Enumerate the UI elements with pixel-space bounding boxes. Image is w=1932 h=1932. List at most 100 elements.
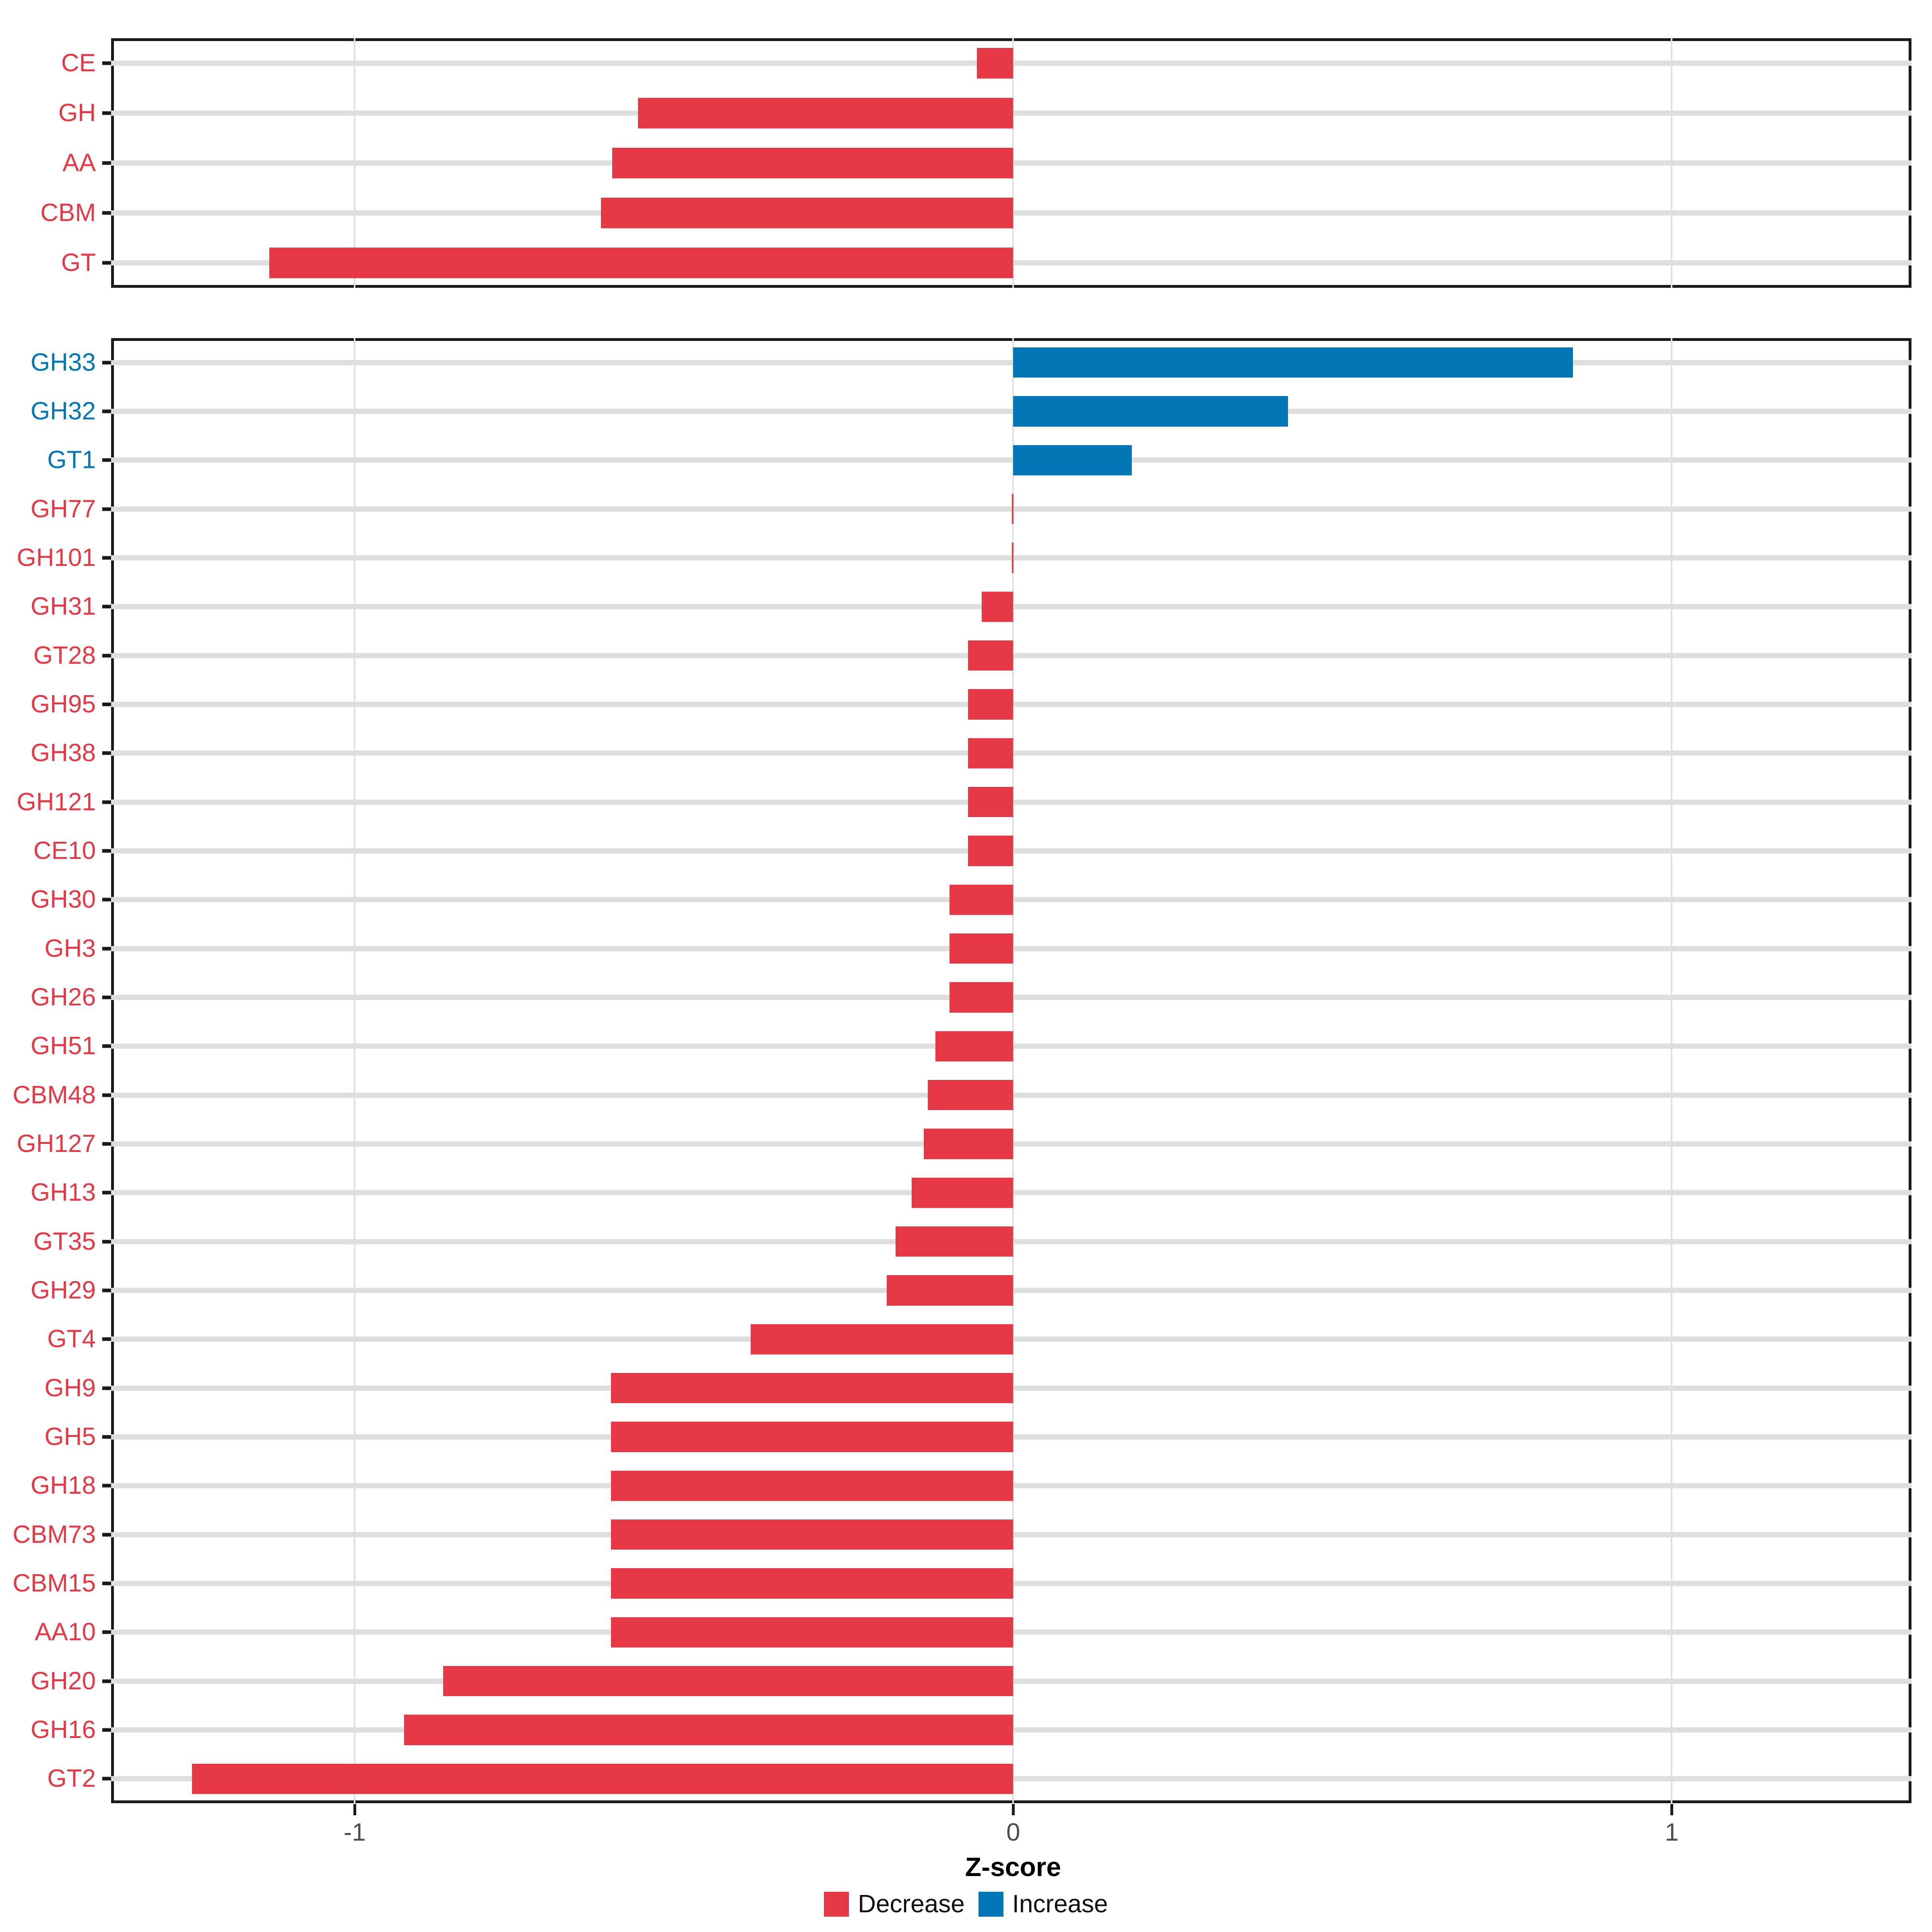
bar-CBM48: [927, 1080, 1013, 1110]
y-axis-label-GT: GT: [61, 249, 96, 277]
bar-GH20: [443, 1666, 1013, 1697]
horizontal-gridline: [111, 457, 1911, 463]
bar-CE10: [968, 836, 1013, 866]
bar-GH127: [923, 1129, 1013, 1159]
bar-AA10: [611, 1617, 1013, 1647]
panel-bottom-frame: [111, 338, 1911, 1803]
y-tick-CBM73: [102, 1533, 111, 1537]
bar-GT: [269, 247, 1013, 279]
bar-GH13: [912, 1177, 1013, 1208]
bar-GH95: [968, 689, 1013, 720]
y-axis-label-GH30: GH30: [31, 886, 96, 914]
horizontal-gridline: [111, 555, 1911, 561]
y-axis-label-GH18: GH18: [31, 1472, 96, 1500]
y-tick-GH121: [102, 800, 111, 804]
y-tick-GH32: [102, 409, 111, 413]
y-tick-GH18: [102, 1484, 111, 1488]
bar-GH29: [887, 1275, 1013, 1306]
cazyme-class-panel: [111, 38, 1911, 288]
y-axis-label-GH16: GH16: [31, 1716, 96, 1744]
y-axis-label-GT4: GT4: [47, 1325, 96, 1353]
bar-GT35: [895, 1226, 1013, 1257]
y-axis-label-AA10: AA10: [35, 1618, 96, 1646]
y-axis-label-GH101: GH101: [17, 544, 96, 572]
bar-GH18: [611, 1470, 1013, 1501]
bar-GH121: [968, 787, 1013, 817]
bar-GH101: [1012, 543, 1014, 573]
y-tick-GH26: [102, 995, 111, 999]
x-tick--1: [353, 1804, 357, 1815]
y-axis-label-CE10: CE10: [33, 837, 96, 865]
y-tick-GH5: [102, 1435, 111, 1439]
y-tick-CBM: [102, 211, 111, 215]
bar-GH32: [1013, 396, 1288, 427]
y-tick-GH30: [102, 898, 111, 902]
y-axis-label-GH95: GH95: [31, 690, 96, 718]
y-axis-label-CBM15: CBM15: [12, 1569, 96, 1597]
y-tick-CBM15: [102, 1581, 111, 1585]
bar-GH38: [968, 738, 1013, 768]
y-axis-label-GH3: GH3: [44, 934, 96, 962]
bar-GH: [638, 97, 1013, 129]
y-axis-label-GH26: GH26: [31, 983, 96, 1011]
vertical-gridline-0: [1012, 338, 1014, 1803]
y-axis-label-GH51: GH51: [31, 1032, 96, 1060]
bar-GH33: [1013, 347, 1573, 378]
y-tick-AA10: [102, 1630, 111, 1634]
y-axis-label-GH32: GH32: [31, 397, 96, 425]
y-tick-CBM48: [102, 1093, 111, 1097]
y-tick-GT35: [102, 1240, 111, 1244]
y-tick-GH29: [102, 1288, 111, 1292]
horizontal-gridline: [111, 360, 1911, 365]
y-axis-label-GH121: GH121: [17, 788, 96, 816]
y-axis-label-GT35: GT35: [33, 1227, 96, 1255]
bar-GT28: [968, 640, 1013, 671]
horizontal-gridline: [111, 409, 1911, 414]
y-axis-label-GH31: GH31: [31, 592, 96, 621]
bar-GH26: [949, 982, 1013, 1013]
y-axis-label-GH: GH: [58, 99, 96, 127]
y-axis-label-GH38: GH38: [31, 739, 96, 767]
bar-GH5: [611, 1422, 1013, 1452]
bar-CBM73: [611, 1519, 1013, 1550]
horizontal-gridline: [111, 506, 1911, 512]
cazyme-family-panel: [111, 338, 1911, 1803]
y-tick-GT28: [102, 654, 111, 658]
bar-GH9: [611, 1373, 1013, 1404]
x-tick-label-1: 1: [1665, 1818, 1679, 1846]
x-axis-title: Z-score: [965, 1852, 1061, 1882]
y-axis-label-CE: CE: [61, 49, 96, 77]
legend-item-increase[interactable]: Increase: [978, 1892, 1108, 1917]
y-tick-GT2: [102, 1777, 111, 1781]
y-axis-label-CBM48: CBM48: [12, 1081, 96, 1109]
x-tick-0: [1012, 1804, 1015, 1815]
y-axis-label-AA: AA: [62, 149, 96, 177]
y-axis-label-GH5: GH5: [44, 1423, 96, 1451]
y-axis-label-GH9: GH9: [44, 1374, 96, 1402]
y-tick-GH77: [102, 507, 111, 511]
y-axis-label-GH77: GH77: [31, 495, 96, 523]
legend-swatch-decrease: [824, 1892, 849, 1917]
bar-GT2: [192, 1763, 1013, 1794]
y-tick-GH16: [102, 1728, 111, 1732]
y-tick-GH33: [102, 361, 111, 365]
y-tick-GH38: [102, 751, 111, 755]
vertical-gridline-1: [1671, 338, 1673, 1803]
y-tick-GH101: [102, 556, 111, 560]
y-axis-label-GH13: GH13: [31, 1179, 96, 1207]
bar-GT1: [1013, 445, 1132, 475]
bar-GH16: [404, 1715, 1013, 1745]
y-axis-label-GT2: GT2: [47, 1765, 96, 1793]
y-axis-label-GH33: GH33: [31, 348, 96, 376]
bar-GT4: [750, 1324, 1013, 1354]
y-tick-GH31: [102, 605, 111, 609]
legend-item-decrease[interactable]: Decrease: [824, 1892, 965, 1917]
vertical-gridline--1: [354, 338, 356, 1803]
y-tick-AA: [102, 161, 111, 165]
y-tick-GH127: [102, 1142, 111, 1146]
x-tick-label-0: 0: [1006, 1818, 1020, 1846]
bar-GH31: [981, 591, 1013, 622]
legend-label-increase: Increase: [1012, 1890, 1108, 1918]
x-tick-label--1: -1: [343, 1818, 366, 1846]
